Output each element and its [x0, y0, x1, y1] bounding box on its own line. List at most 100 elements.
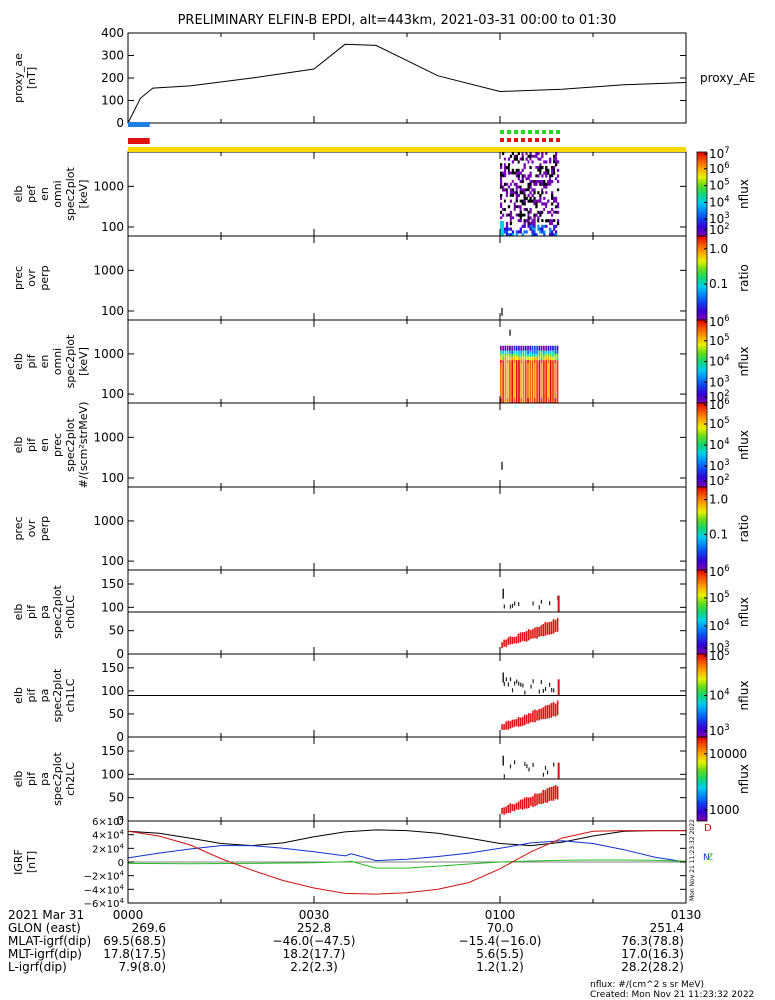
- spectro-cell: [515, 194, 518, 198]
- spectro-cell: [550, 786, 553, 801]
- spectro-cell: [511, 188, 515, 192]
- spectro-cell: [532, 601, 534, 606]
- spectro-cell: [527, 188, 530, 192]
- colorbar-tick-label: 10000: [709, 747, 747, 761]
- orbit-value: 17.0(16.3): [621, 947, 684, 961]
- spectro-cell: [507, 168, 511, 172]
- spectro-cell: [535, 180, 538, 184]
- spectro-cell: [556, 185, 560, 189]
- colorbar-label: ratio: [737, 264, 751, 292]
- y-tick-label: 100: [101, 220, 124, 234]
- spectro-cell: [519, 717, 522, 727]
- spectro-cell: [531, 224, 534, 228]
- spectro-cell: [546, 788, 549, 803]
- spectro-cell: [531, 227, 534, 231]
- orbit-value: 251.4: [650, 921, 684, 935]
- spectro-cell: [551, 222, 554, 226]
- spectro-cell: [545, 174, 548, 178]
- spectro-cell: [541, 174, 544, 178]
- spectro-cell: [527, 194, 530, 198]
- spectro-cell: [541, 154, 544, 158]
- spectro-cell: [513, 180, 517, 184]
- spectro-cell: [556, 160, 560, 164]
- spectro-cell: [529, 353, 532, 357]
- spectro-cell: [540, 708, 542, 720]
- spectro-cell: [553, 210, 556, 214]
- dash-segment: [514, 138, 518, 142]
- panel-igrf: D NZ Mon Nov 21 11:23:32 2022 6×1044×1042×1…: [12, 815, 713, 910]
- spectro-cell: [537, 163, 540, 167]
- spectro-cell: [540, 350, 543, 354]
- spectro-cell: [527, 185, 530, 189]
- spectro-cell: [547, 168, 550, 172]
- spectro-cell: [524, 761, 526, 766]
- spectro-cell: [551, 166, 554, 170]
- orbit-row-label: GLON (east): [8, 921, 81, 935]
- spectro-cell: [552, 619, 555, 634]
- spectro-cell: [538, 793, 540, 804]
- spectro-cell: [544, 705, 547, 719]
- spectro-cell: [551, 171, 554, 175]
- spectro-cell: [529, 227, 532, 231]
- y-axis-label: pa: [38, 605, 51, 619]
- spectro-cell: [517, 205, 520, 209]
- spectro-cell: [521, 177, 524, 181]
- spectro-cell: [513, 202, 517, 206]
- y-axis-label: proxy_ae: [12, 53, 25, 103]
- orbit-value: 252.8: [297, 921, 331, 935]
- spectro-cell: [543, 353, 545, 357]
- spectro-cell: [505, 230, 509, 234]
- spectro-cell: [515, 233, 518, 237]
- y-tick-label: 1000: [93, 430, 124, 444]
- spectro-cell: [533, 174, 536, 178]
- y-tick-label: 100: [101, 767, 124, 781]
- spectro-cell: [507, 188, 511, 192]
- y-tick-label: 100: [101, 684, 124, 698]
- spectro-cell: [529, 157, 532, 161]
- spectro-cell: [536, 626, 538, 639]
- spectro-cell: [529, 191, 532, 195]
- orbit-value: 28.2(28.2): [621, 960, 684, 974]
- spectro-cell: [523, 174, 526, 178]
- spectro-cell: [511, 171, 515, 175]
- date-label: 2021 Mar 31: [8, 908, 84, 922]
- spectro-cell: [547, 356, 550, 361]
- spectro-cell: [515, 199, 518, 203]
- spectro-cell: [515, 230, 518, 234]
- spectro-cell: [500, 174, 503, 178]
- spectro-cell: [554, 213, 558, 217]
- spectro-cell: [506, 350, 509, 354]
- spectro-cell: [540, 625, 542, 637]
- spectro-cell: [515, 345, 518, 351]
- spectro-cell: [515, 219, 518, 223]
- spectro-cell: [503, 230, 507, 234]
- y-axis-label: spec2plot: [51, 752, 64, 806]
- panel-frame: [127, 319, 687, 404]
- spectro-cell: [553, 177, 556, 181]
- spectro-cell: [502, 360, 504, 403]
- spectro-cell: [507, 216, 511, 220]
- spectro-cell: [520, 353, 523, 357]
- spectro-cell: [518, 602, 520, 607]
- colorbar-tick-label: 1000: [709, 803, 740, 817]
- y-axis-label: spec2plot: [64, 418, 77, 472]
- spectro-cell: [500, 163, 503, 167]
- spectro-cell: [535, 182, 538, 186]
- spectro-cell: [509, 188, 513, 192]
- spectro-cell: [505, 163, 509, 167]
- spectro-cell: [535, 177, 538, 181]
- spectro-cell: [549, 177, 552, 181]
- spectro-cell: [519, 157, 522, 161]
- spectro-cell: [523, 199, 526, 203]
- y-tick-label: −6×104: [84, 897, 125, 910]
- spectro-cell: [553, 233, 556, 237]
- y-axis-label: elb: [12, 437, 25, 454]
- y-axis-label: elb: [12, 687, 25, 704]
- spectro-cell: [537, 219, 540, 223]
- spectro-cell: [545, 182, 548, 186]
- spectro-cell: [523, 230, 526, 234]
- spectro-cell: [505, 157, 509, 161]
- spectro-cell: [547, 182, 550, 186]
- spectro-cell: [505, 182, 509, 186]
- spectro-cell: [547, 199, 550, 203]
